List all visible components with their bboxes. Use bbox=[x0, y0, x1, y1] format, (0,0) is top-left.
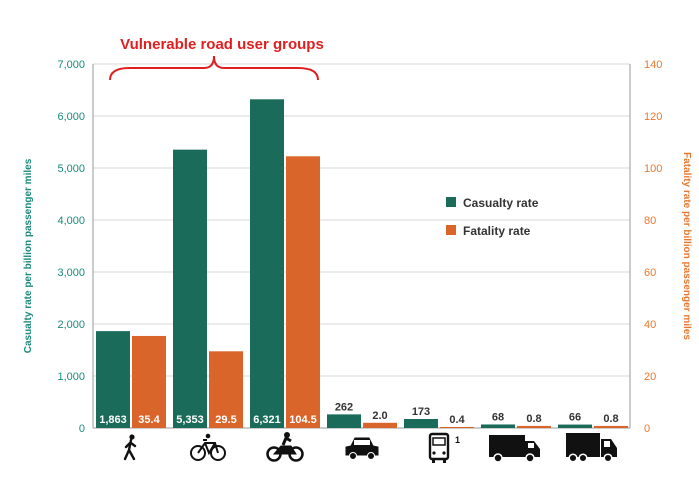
bar-fatality-van bbox=[517, 425, 551, 428]
bar-fatality-car bbox=[363, 422, 397, 428]
data-label-casualty: 66 bbox=[569, 412, 581, 424]
y-left-tick-label: 4,000 bbox=[57, 215, 85, 227]
data-label-casualty: 262 bbox=[335, 401, 353, 413]
y-right-tick-label: 20 bbox=[644, 371, 656, 383]
bar-casualty-motorcycle bbox=[250, 99, 284, 429]
data-label-casualty: 1,863 bbox=[99, 414, 127, 426]
data-label-casualty: 173 bbox=[412, 406, 430, 418]
data-label-casualty: 68 bbox=[492, 411, 504, 423]
bar-casualty-car bbox=[327, 414, 361, 428]
bars bbox=[96, 99, 628, 429]
y-left-tick-label: 1,000 bbox=[57, 371, 85, 383]
y-right-tick-label: 100 bbox=[644, 163, 662, 175]
bicycle-icon bbox=[190, 433, 226, 461]
data-label-fatality: 29.5 bbox=[215, 414, 236, 426]
annotation-text: Vulnerable road user groups bbox=[120, 36, 324, 53]
data-label-fatality: 0.8 bbox=[603, 413, 618, 425]
data-label-fatality: 104.5 bbox=[289, 414, 317, 426]
data-label-casualty: 6,321 bbox=[253, 414, 281, 426]
bus-icon bbox=[428, 432, 450, 463]
y-left-tick-label: 7,000 bbox=[57, 59, 85, 71]
legend: Casualty rate Fatality rate bbox=[446, 196, 539, 238]
y-left-tick-label: 5,000 bbox=[57, 163, 85, 175]
y-right-axis-label: Fatality rate per billion passenger mile… bbox=[681, 152, 692, 340]
bar-fatality-truck bbox=[594, 425, 628, 428]
car-icon bbox=[345, 437, 379, 460]
bar-fatality-bicycle bbox=[209, 351, 243, 428]
category-icons: 1 bbox=[123, 432, 617, 463]
data-label-fatality: 2.0 bbox=[372, 410, 387, 422]
legend-swatch-casualty bbox=[446, 197, 456, 207]
bar-casualty-bus bbox=[404, 419, 438, 428]
y-left-tick-label: 2,000 bbox=[57, 319, 85, 331]
bar-casualty-pedestrian bbox=[96, 331, 130, 428]
bar-fatality-bus bbox=[440, 426, 474, 428]
bar-casualty-truck bbox=[558, 424, 592, 428]
bar-fatality-motorcycle bbox=[286, 156, 320, 429]
bar-casualty-van bbox=[481, 424, 515, 428]
data-label-fatality: 35.4 bbox=[138, 414, 160, 426]
data-labels: 1,863 35.4 5,353 29.5 6,321 104.5 262 2.0 173 0.4… bbox=[99, 401, 618, 426]
y-left-tick-label: 6,000 bbox=[57, 111, 85, 123]
y-right-tick-label: 0 bbox=[644, 423, 650, 435]
legend-label-casualty: Casualty rate bbox=[463, 196, 539, 210]
pedestrian-icon bbox=[123, 434, 137, 461]
data-label-casualty: 5,353 bbox=[176, 414, 204, 426]
y-right-tick-label: 140 bbox=[644, 59, 662, 71]
data-label-fatality: 0.4 bbox=[449, 414, 465, 426]
van-icon bbox=[489, 435, 540, 463]
annotation-brace bbox=[109, 55, 319, 81]
bar-casualty-bicycle bbox=[173, 149, 207, 429]
y-left-axis-label: Casualty rate per billion passenger mile… bbox=[23, 158, 34, 353]
legend-label-fatality: Fatality rate bbox=[463, 224, 531, 238]
footnote-marker: 1 bbox=[455, 435, 460, 445]
y-right-tick-label: 120 bbox=[644, 111, 662, 123]
truck-icon bbox=[566, 433, 617, 463]
data-label-fatality: 0.8 bbox=[526, 413, 541, 425]
legend-swatch-fatality bbox=[446, 225, 456, 235]
y-right-tick-label: 40 bbox=[644, 319, 656, 331]
bar-fatality-pedestrian bbox=[132, 335, 166, 428]
y-left-tick-label: 3,000 bbox=[57, 267, 85, 279]
y-right-tick-label: 60 bbox=[644, 267, 656, 279]
y-left-tick-label: 0 bbox=[79, 423, 85, 435]
axes: 0 0 1,000 20 2,000 40 3,000 60 4,000 80 5,000 100 6,… bbox=[57, 59, 662, 435]
y-right-tick-label: 80 bbox=[644, 215, 656, 227]
motorcycle-icon bbox=[266, 432, 304, 462]
